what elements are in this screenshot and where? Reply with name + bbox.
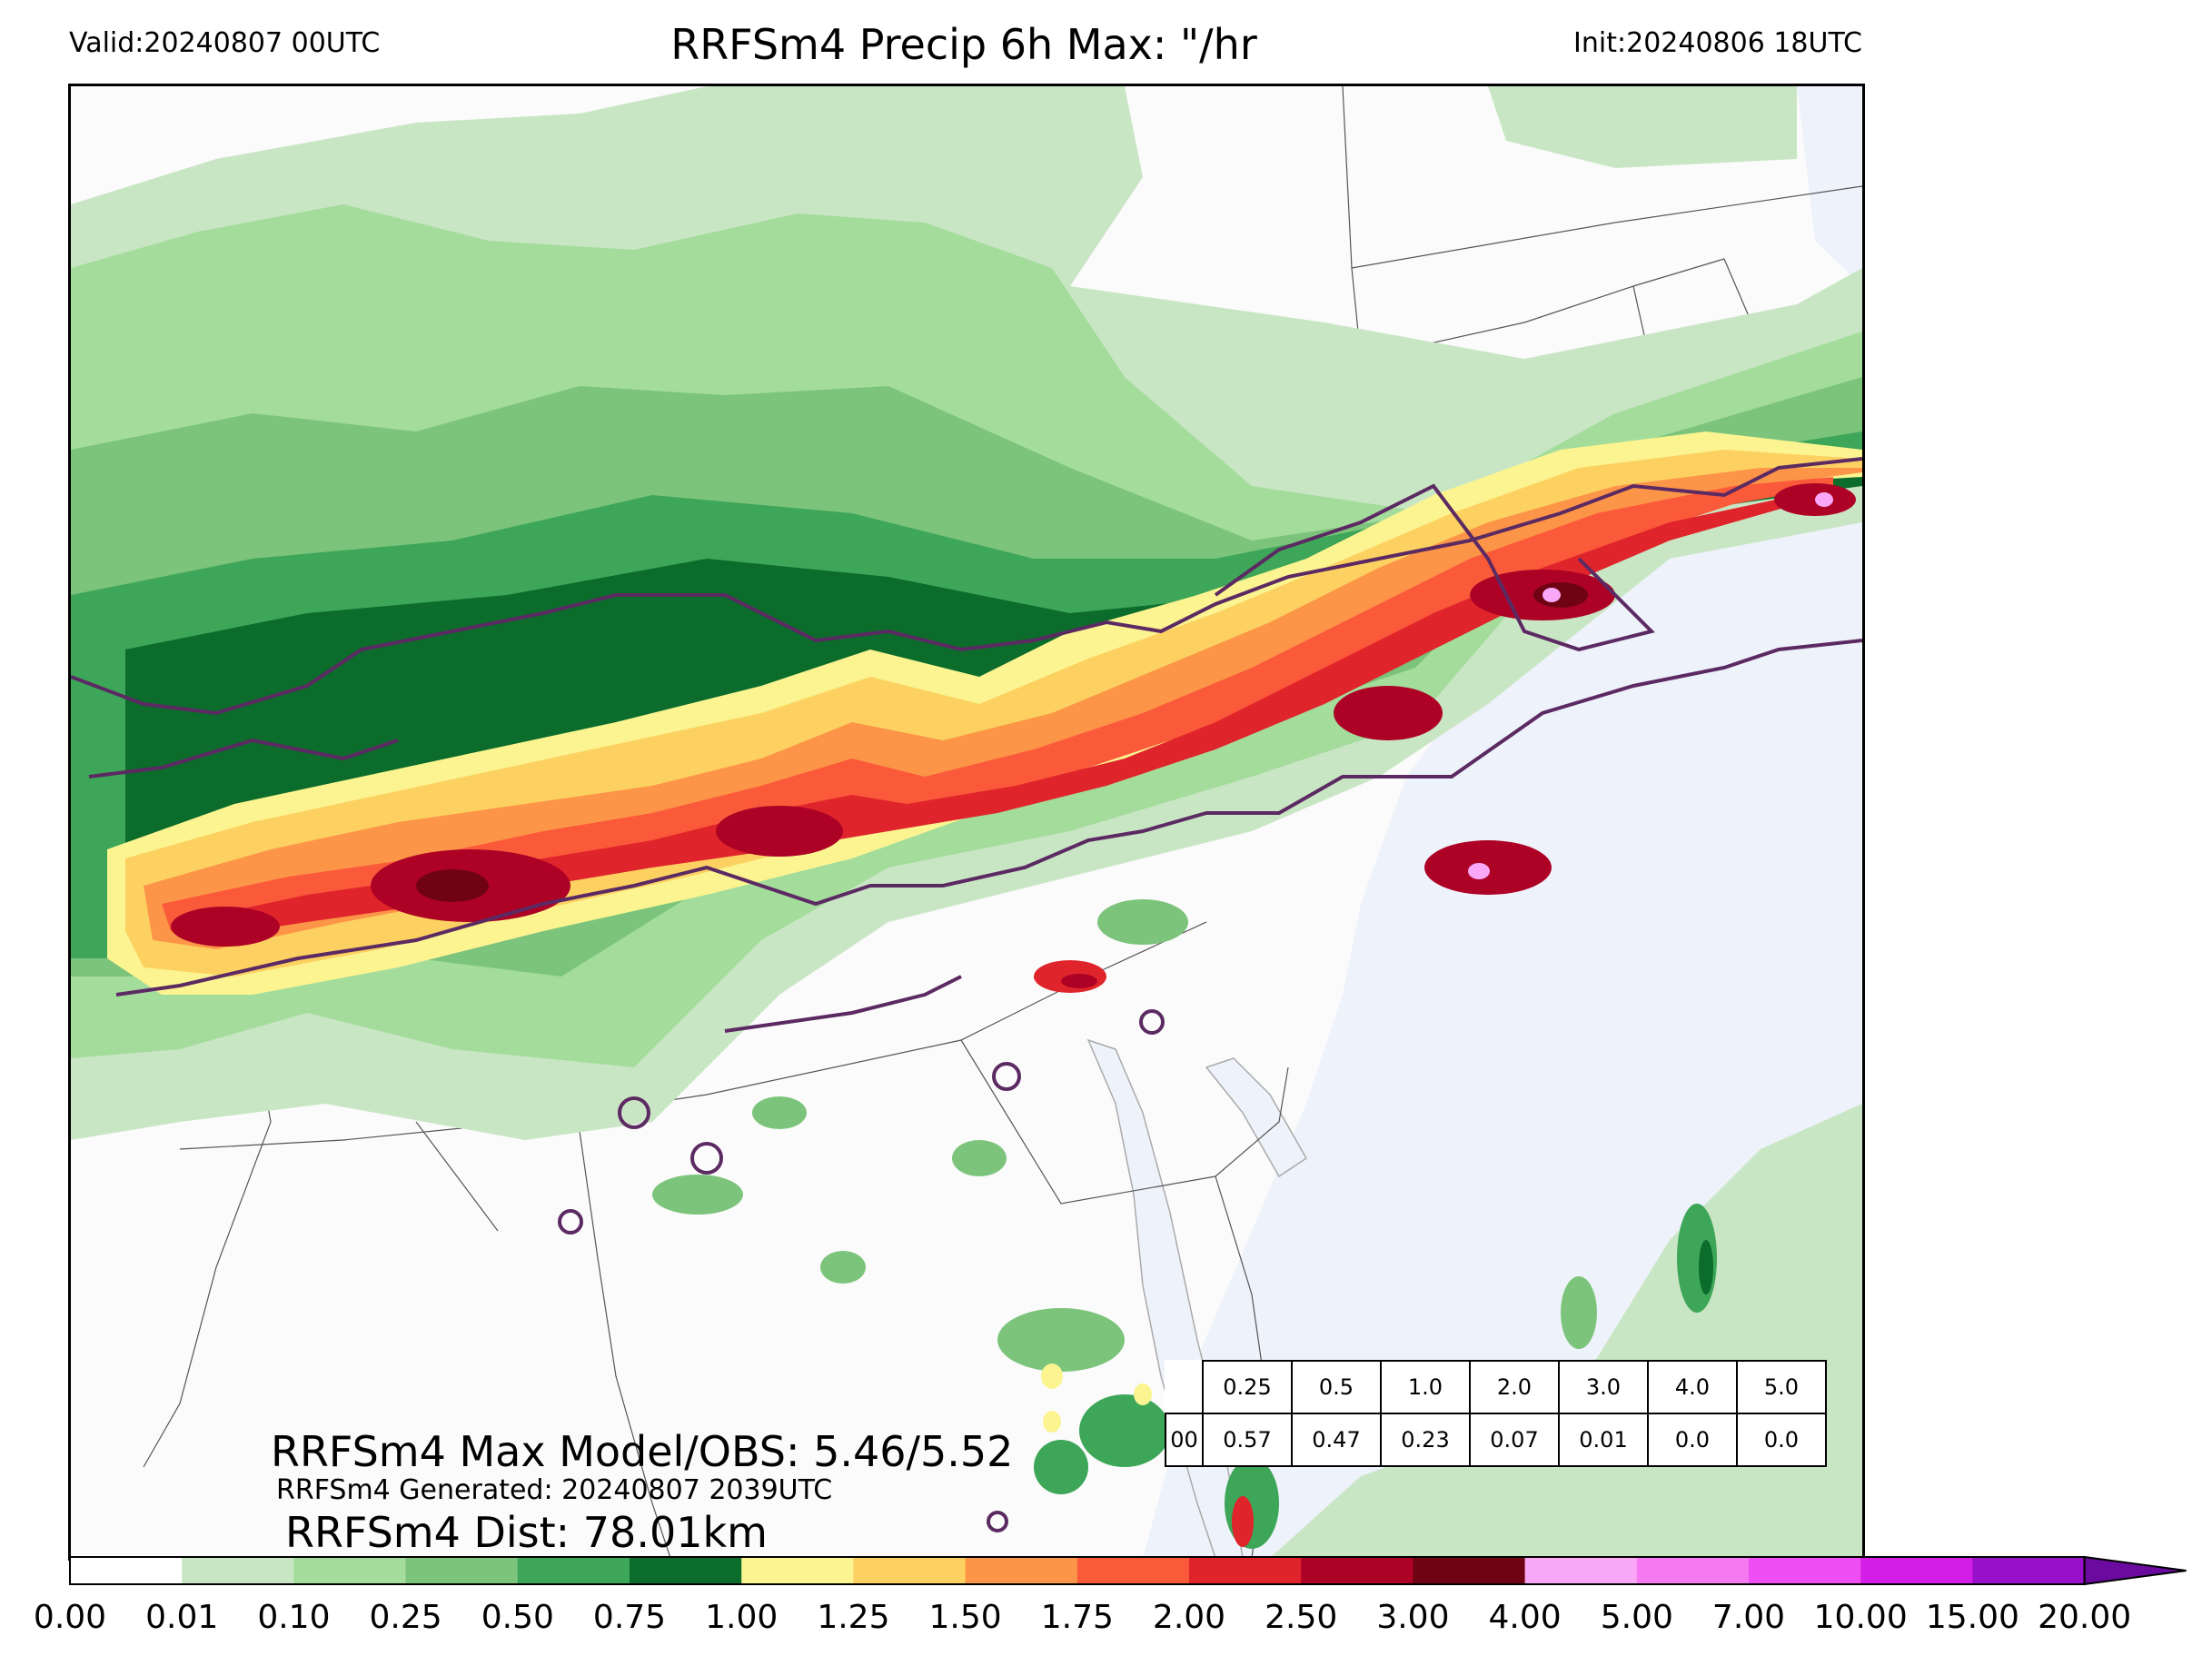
threshold-cell: 1.0 bbox=[1380, 1360, 1471, 1414]
colorbar-tick-label: 0.01 bbox=[145, 1599, 219, 1636]
threshold-cell: 3.0 bbox=[1558, 1360, 1649, 1414]
colorbar-tick-label: 7.00 bbox=[1711, 1599, 1786, 1636]
colorbar bbox=[69, 1555, 2187, 1586]
colorbar-tick-label: 4.00 bbox=[1488, 1599, 1562, 1636]
colorbar-tick-label: 2.00 bbox=[1152, 1599, 1226, 1636]
value-cell: 0.07 bbox=[1469, 1413, 1560, 1467]
colorbar-swatch bbox=[1860, 1557, 1973, 1584]
colorbar-tick-label: 15.00 bbox=[1925, 1599, 2019, 1636]
valid-time-label: Valid:20240807 00UTC bbox=[69, 27, 381, 59]
colorbar-swatch bbox=[1301, 1557, 1413, 1584]
colorbar-tick-label: 1.00 bbox=[705, 1599, 779, 1636]
value-cell: 00 bbox=[1165, 1413, 1204, 1467]
map-title: RRFSm4 Precip 6h Max: "/hr bbox=[670, 20, 1257, 69]
colorbar-swatch bbox=[405, 1557, 519, 1584]
distance-label: RRFSm4 Dist: 78.01km bbox=[285, 1508, 768, 1557]
colorbar-swatch bbox=[1972, 1557, 2086, 1584]
colorbar-swatch bbox=[1076, 1557, 1190, 1584]
colorbar-tick-label: 1.50 bbox=[928, 1599, 1002, 1636]
colorbar-swatch bbox=[1189, 1557, 1302, 1584]
colorbar-tick-label: 0.50 bbox=[481, 1599, 554, 1636]
colorbar-tick-label: 0.10 bbox=[257, 1599, 331, 1636]
colorbar-swatch bbox=[853, 1557, 967, 1584]
value-cell: 0.23 bbox=[1380, 1413, 1471, 1467]
colorbar-tick-label: 0.25 bbox=[369, 1599, 442, 1636]
value-row: 00 0.57 0.47 0.23 0.07 0.01 0.0 0.0 bbox=[1165, 1413, 1827, 1467]
threshold-cell: 2.0 bbox=[1469, 1360, 1560, 1414]
colorbar-swatch bbox=[293, 1557, 407, 1584]
colorbar-tick-label: 0.00 bbox=[33, 1599, 107, 1636]
colorbar-swatch bbox=[182, 1557, 294, 1584]
threshold-row: 0.25 0.5 1.0 2.0 3.0 4.0 5.0 bbox=[1166, 1360, 1827, 1414]
value-cell: 0.0 bbox=[1736, 1413, 1827, 1467]
gulf-of-maine bbox=[1797, 86, 1862, 286]
value-cell: 0.0 bbox=[1647, 1413, 1738, 1467]
colorbar-extend-arrow bbox=[2083, 1555, 2187, 1586]
heavy-rain-band bbox=[107, 431, 1862, 995]
init-time-label: Init:20240806 18UTC bbox=[1573, 27, 1862, 59]
colorbar-swatch bbox=[630, 1557, 742, 1584]
colorbar-outline bbox=[69, 1556, 2086, 1585]
obs-contours bbox=[71, 457, 1862, 1532]
colorbar-swatch bbox=[965, 1557, 1078, 1584]
colorbar-swatch bbox=[1413, 1557, 1526, 1584]
value-cell: 0.57 bbox=[1202, 1413, 1293, 1467]
generated-time-label: RRFSm4 Generated: 20240807 2039UTC bbox=[276, 1474, 833, 1506]
threshold-cell: 4.0 bbox=[1647, 1360, 1738, 1414]
value-cell: 0.47 bbox=[1291, 1413, 1382, 1467]
colorbar-swatch bbox=[1749, 1557, 1861, 1584]
value-cell: 0.01 bbox=[1558, 1413, 1649, 1467]
threshold-cell: 0.25 bbox=[1202, 1360, 1293, 1414]
colorbar-swatch bbox=[70, 1557, 183, 1584]
colorbar-tick-label: 1.25 bbox=[817, 1599, 890, 1636]
precip-map[interactable]: RRFSm4 Max Model/OBS: 5.46/5.52 RRFSm4 G… bbox=[68, 84, 1865, 1561]
colorbar-tick-label: 1.75 bbox=[1040, 1599, 1114, 1636]
colorbar-swatch bbox=[741, 1557, 854, 1584]
threshold-cell: 5.0 bbox=[1736, 1360, 1827, 1414]
colorbar-tick-label: 5.00 bbox=[1600, 1599, 1673, 1636]
delaware-bay bbox=[1205, 1057, 1307, 1178]
colorbar-tick-label: 10.00 bbox=[1813, 1599, 1908, 1636]
threshold-cell: 0.5 bbox=[1291, 1360, 1382, 1414]
colorbar-tick-label: 2.50 bbox=[1265, 1599, 1338, 1636]
colorbar-tick-label: 20.00 bbox=[2038, 1599, 2132, 1636]
threshold-table: 0.25 0.5 1.0 2.0 3.0 4.0 5.0 00 0.57 0.4… bbox=[1165, 1360, 1827, 1467]
colorbar-swatch bbox=[1636, 1557, 1750, 1584]
precip-map-canvas bbox=[71, 86, 1862, 1558]
table-spacer bbox=[1166, 1361, 1203, 1413]
colorbar-swatch bbox=[1524, 1557, 1638, 1584]
max-model-obs-label: RRFSm4 Max Model/OBS: 5.46/5.52 bbox=[271, 1427, 1014, 1476]
colorbar-tick-label: 0.75 bbox=[592, 1599, 667, 1636]
colorbar-tick-label: 3.00 bbox=[1376, 1599, 1450, 1636]
colorbar-swatch bbox=[517, 1557, 630, 1584]
